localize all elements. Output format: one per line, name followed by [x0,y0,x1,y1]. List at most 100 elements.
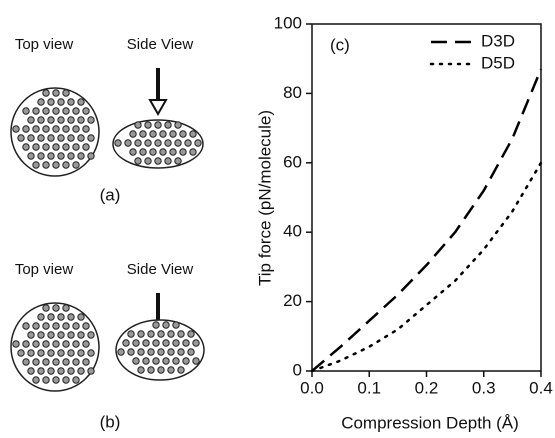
atom [43,359,49,365]
x-tick-label: 0.4 [529,378,553,397]
atom [78,332,84,338]
x-tick-label: 0.0 [300,378,324,397]
atom [190,149,196,155]
atom [78,135,84,141]
atom [183,358,189,364]
atom [148,367,154,373]
atom [58,350,64,356]
panel-label: (b) [100,412,121,431]
atom [38,135,44,141]
atom [23,108,29,114]
atom [78,117,84,123]
x-tick-label: 0.1 [357,378,381,397]
atom [133,358,139,364]
atom [28,153,34,159]
atom [173,322,179,328]
atom [78,99,84,105]
atom [63,359,69,365]
atom [48,350,54,356]
atom [43,305,49,311]
x-tick-label: 0.3 [472,378,496,397]
atom [178,367,184,373]
atom [138,349,144,355]
figure: Top view Side View (a) Top view Side Vie… [0,0,555,438]
atom [180,131,186,137]
atom [73,144,79,150]
atom [153,340,159,346]
atom [165,140,171,146]
atom [165,158,171,164]
side-view-label: Side View [127,261,194,278]
atom [128,349,134,355]
atom [138,331,144,337]
atom [178,349,184,355]
y-axis-label: Tip force (pN/molecule) [255,110,274,286]
atom [18,135,24,141]
y-tick-label: 100 [274,13,302,32]
legend-label: D3D [481,31,515,50]
atom [168,367,174,373]
atom [123,340,129,346]
atom [145,122,151,128]
x-tick-label: 0.2 [415,378,439,397]
atom [138,367,144,373]
atom [160,131,166,137]
atom [38,117,44,123]
atom [33,126,39,132]
atom [63,341,69,347]
atom [170,131,176,137]
atom [153,358,159,364]
atom [53,359,59,365]
atom [158,349,164,355]
atom [58,332,64,338]
atom [158,367,164,373]
atom [53,144,59,150]
atom [68,153,74,159]
atom [150,149,156,155]
atom [43,108,49,114]
atom [73,341,79,347]
atom [73,359,79,365]
atom [73,377,79,383]
atom [33,144,39,150]
atom [78,314,84,320]
atom [130,149,136,155]
atom [180,149,186,155]
atom [18,350,24,356]
atom [13,341,19,347]
atom [155,158,161,164]
atom [48,314,54,320]
atom [125,140,131,146]
atom [68,332,74,338]
atom [148,349,154,355]
atom [175,158,181,164]
atom [53,305,59,311]
atom [143,358,149,364]
atom [53,323,59,329]
atom [73,126,79,132]
atom [83,144,89,150]
atom [68,117,74,123]
atom [140,131,146,137]
atom [165,122,171,128]
atom [188,331,194,337]
atom [58,99,64,105]
atom [48,117,54,123]
atom [133,340,139,346]
atom [68,314,74,320]
atom [83,323,89,329]
atom [38,368,44,374]
atom [38,332,44,338]
atom [193,340,199,346]
y-tick-label: 40 [283,222,302,241]
atom [43,341,49,347]
atom [68,368,74,374]
atom [68,99,74,105]
atom [145,140,151,146]
atom [48,99,54,105]
atom [63,162,69,168]
atom [155,122,161,128]
atom [153,322,159,328]
y-tick-label: 0 [293,360,302,379]
atom [53,162,59,168]
